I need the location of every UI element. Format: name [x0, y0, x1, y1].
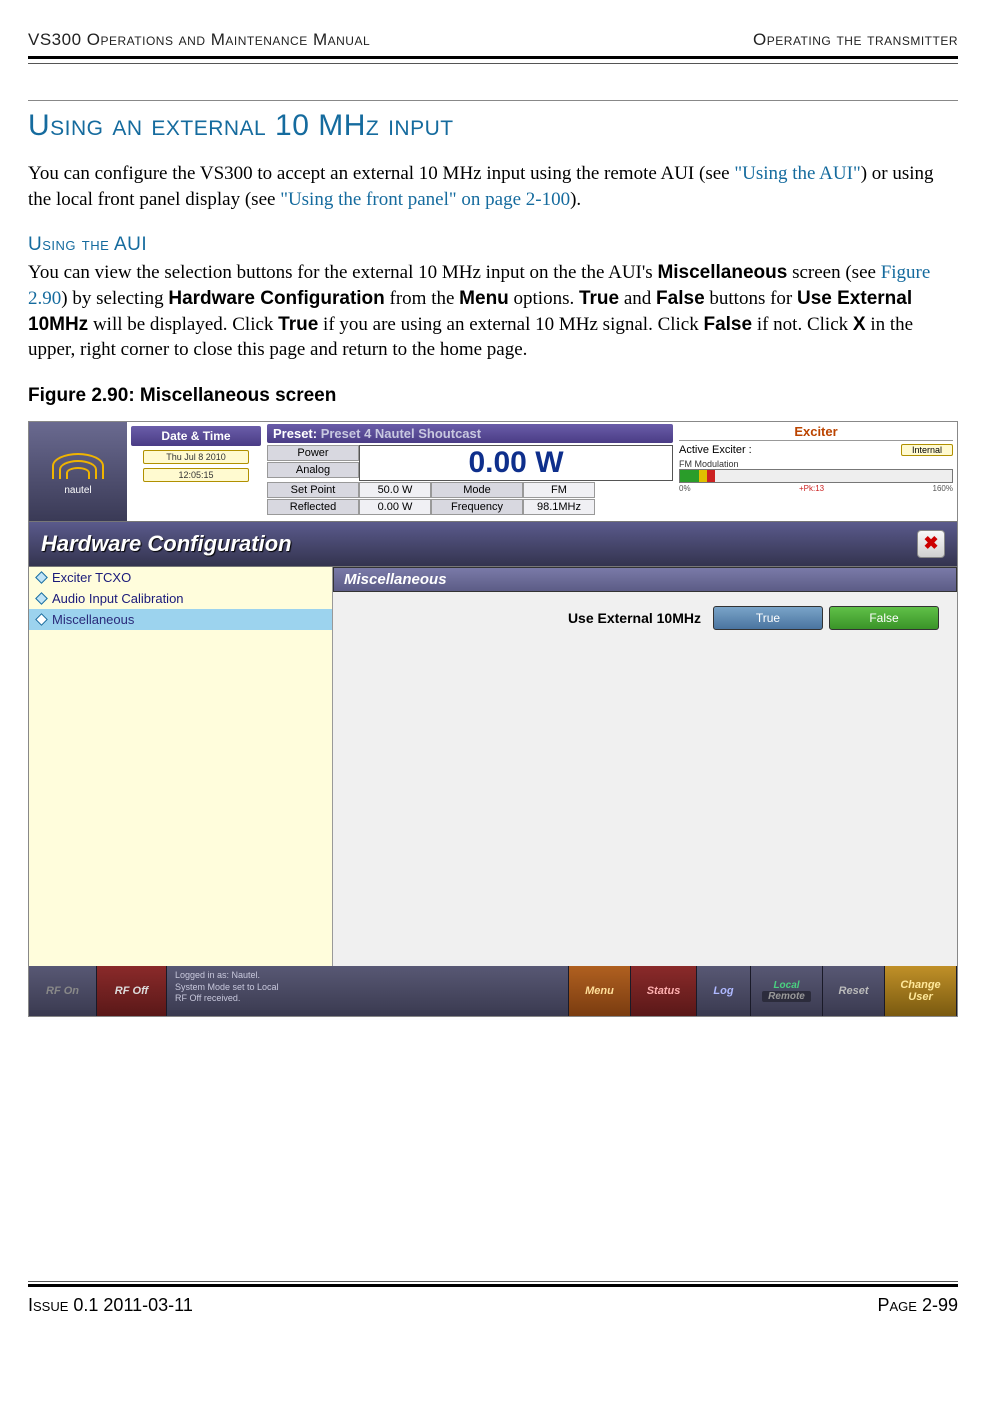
intro-paragraph: You can configure the VS300 to accept an…	[28, 161, 958, 212]
hc-nav: Exciter TCXO Audio Input Calibration Mis…	[29, 567, 333, 966]
time-value: 12:05:15	[143, 468, 249, 482]
nav-audio-calibration[interactable]: Audio Input Calibration	[29, 588, 332, 609]
nav-exciter-tcxo[interactable]: Exciter TCXO	[29, 567, 332, 588]
frequency-label: Frequency	[431, 499, 523, 515]
footer-right: Page 2-99	[878, 1295, 959, 1316]
exciter-header: Exciter	[679, 424, 953, 441]
menu-button[interactable]: Menu	[569, 966, 631, 1016]
link-using-aui[interactable]: "Using the AUI"	[734, 163, 860, 184]
preset-row[interactable]: Preset: Preset 4 Nautel Shoutcast	[267, 424, 673, 443]
rf-off-button[interactable]: RF Off	[97, 966, 167, 1016]
login-info: Logged in as: Nautel. System Mode set to…	[167, 966, 569, 1016]
link-front-panel[interactable]: "Using the front panel" on page 2-100	[280, 189, 570, 210]
footer-left: Issue 0.1 2011-03-11	[28, 1295, 193, 1316]
diamond-icon	[35, 592, 48, 605]
log-button[interactable]: Log	[697, 966, 751, 1016]
local-remote-button[interactable]: Local Remote	[751, 966, 823, 1016]
header-right: Operating the transmitter	[753, 30, 958, 50]
logo-icon	[52, 447, 104, 479]
section-heading: Using an external 10 MHz input	[28, 100, 958, 143]
active-exciter-label: Active Exciter :	[679, 444, 752, 456]
close-icon: ✖	[923, 533, 938, 554]
reflected-label: Reflected	[267, 499, 359, 515]
setpoint-value: 50.0 W	[359, 482, 431, 498]
bottom-bar: RF On RF Off Logged in as: Nautel. Syste…	[29, 966, 957, 1016]
close-button[interactable]: ✖	[917, 530, 945, 558]
reflected-value: 0.00 W	[359, 499, 431, 515]
mode-label: Mode	[431, 482, 523, 498]
power-label: Power	[267, 445, 359, 461]
date-value: Thu Jul 8 2010	[143, 450, 249, 464]
active-exciter-value: Internal	[901, 444, 953, 456]
frequency-value: 98.1MHz	[523, 499, 595, 515]
analog-label: Analog	[267, 462, 359, 478]
reset-button[interactable]: Reset	[823, 966, 885, 1016]
diamond-icon	[35, 571, 48, 584]
misc-panel-title: Miscellaneous	[333, 567, 957, 592]
true-button[interactable]: True	[713, 606, 823, 630]
logo: nautel	[29, 422, 127, 521]
fm-modulation-bar	[679, 469, 953, 483]
power-readout: 0.00 W	[359, 445, 673, 481]
use-external-label: Use External 10MHz	[568, 610, 701, 626]
rf-on-button[interactable]: RF On	[29, 966, 97, 1016]
diamond-icon	[35, 613, 48, 626]
hc-title: Hardware Configuration	[41, 531, 292, 557]
header-left: VS300 Operations and Maintenance Manual	[28, 30, 370, 50]
setpoint-label: Set Point	[267, 482, 359, 498]
aui-screenshot: nautel Date & Time Thu Jul 8 2010 12:05:…	[28, 421, 958, 1017]
nav-miscellaneous[interactable]: Miscellaneous	[29, 609, 332, 630]
mode-value: FM	[523, 482, 595, 498]
fm-modulation-label: FM Modulation	[679, 459, 953, 469]
false-button[interactable]: False	[829, 606, 939, 630]
aui-paragraph: You can view the selection buttons for t…	[28, 260, 958, 363]
datetime-header: Date & Time	[131, 426, 261, 446]
status-button[interactable]: Status	[631, 966, 697, 1016]
change-user-button[interactable]: Change User	[885, 966, 957, 1016]
subsection-heading: Using the AUI	[28, 234, 958, 256]
figure-caption: Figure 2.90: Miscellaneous screen	[28, 385, 958, 407]
